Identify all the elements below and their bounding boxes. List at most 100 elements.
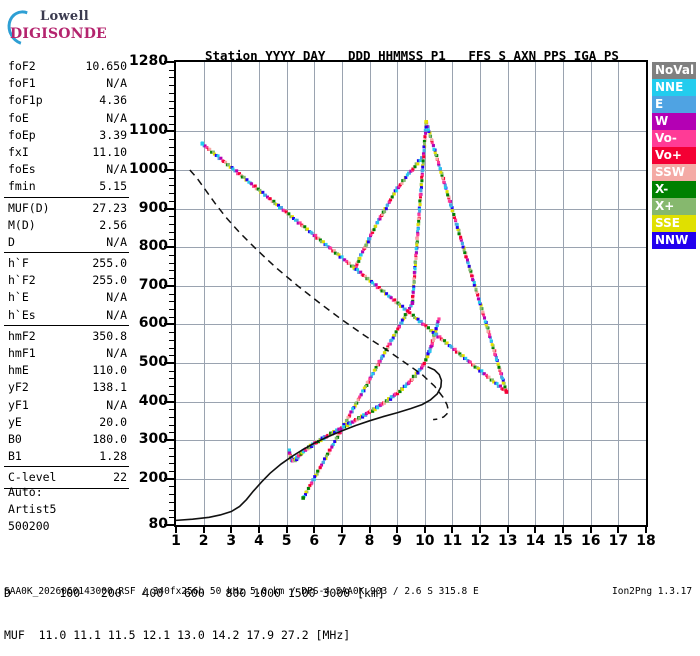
ionogram-plot-area[interactable] <box>174 60 648 527</box>
param-group-frequencies: foF2 10.650 foF1 N/A foF1p 4.36 foE N/A foEp… <box>4 58 129 196</box>
legend-item-vo-[interactable]: Vo- <box>652 130 696 147</box>
param-value: N/A <box>106 110 127 125</box>
x-axis-label: 11 <box>442 533 463 549</box>
legend-item-x-[interactable]: X- <box>652 181 696 198</box>
x-axis-label: 17 <box>608 533 629 549</box>
gridline-horizontal <box>176 131 646 133</box>
gridline-vertical <box>258 62 260 525</box>
x-axis-label: 3 <box>226 533 237 549</box>
gridline-horizontal <box>176 285 646 287</box>
autoscaling-info: Auto: Artist5 500200 <box>8 484 56 536</box>
x-tick-major <box>396 526 399 533</box>
param-row: fmin 5.15 <box>4 178 129 195</box>
param-key: yF1 <box>8 397 29 412</box>
param-row: h`F 255.0 <box>4 255 129 272</box>
x-tick-major <box>562 526 565 533</box>
x-tick-major <box>506 526 509 533</box>
param-key: foF2 <box>8 59 36 73</box>
param-key: MUF(D) <box>8 200 50 215</box>
param-value: N/A <box>106 397 127 412</box>
x-tick-major <box>423 526 426 533</box>
x-axis-label: 2 <box>198 533 209 549</box>
param-value: 1.28 <box>99 449 127 464</box>
gridline-vertical <box>535 62 537 525</box>
param-key: h`F2 <box>8 273 36 288</box>
param-group-clevel: C-level 22 <box>4 469 129 486</box>
auto-algorithm: Artist5 <box>8 502 57 517</box>
param-key: h`F <box>8 256 29 271</box>
footer-muf-row: MUF 11.0 11.1 11.5 12.1 13.0 14.2 17.9 2… <box>4 628 351 642</box>
legend-item-noval[interactable]: NoVal <box>652 62 696 79</box>
param-key: hmE <box>8 363 29 378</box>
x-tick-major <box>230 526 233 533</box>
y-tick-major <box>164 400 174 403</box>
gridline-vertical <box>286 62 288 525</box>
param-value: N/A <box>106 162 127 177</box>
ionogram-traces <box>176 120 509 522</box>
legend-item-vo-[interactable]: Vo+ <box>652 147 696 164</box>
x-tick-major <box>451 526 454 533</box>
gridline-horizontal <box>176 208 646 210</box>
gridline-horizontal <box>176 362 646 364</box>
param-value: N/A <box>106 307 127 322</box>
param-value: 110.0 <box>92 363 127 378</box>
param-key: M(D) <box>8 217 36 232</box>
legend-item-nne[interactable]: NNE <box>652 79 696 96</box>
param-key: yE <box>8 414 22 429</box>
series-4 <box>176 366 443 522</box>
param-key: h`Es <box>8 307 36 322</box>
distance-muf-footer: D 100 200 400 600 800 1000 1500 3000 [km… <box>4 558 385 656</box>
x-axis-label: 16 <box>580 533 601 549</box>
legend-item-nnw[interactable]: NNW <box>652 232 696 249</box>
logo-digisonde-text: DIGISONDE <box>10 26 107 42</box>
x-axis-label: 5 <box>281 533 292 549</box>
x-tick-major <box>175 526 177 533</box>
x-tick-major <box>202 526 205 533</box>
gridline-horizontal <box>176 440 646 442</box>
param-value: 27.23 <box>92 200 127 215</box>
param-value: 10.650 <box>85 59 127 73</box>
param-key: foF1p <box>8 93 43 108</box>
param-divider <box>4 324 129 326</box>
legend-item-ssw[interactable]: SSW <box>652 164 696 181</box>
param-key: fxI <box>8 144 29 159</box>
x-tick-major <box>257 526 260 533</box>
y-tick-major <box>164 246 174 249</box>
x-axis-label: 15 <box>553 533 573 549</box>
param-row: yF2 138.1 <box>4 379 129 396</box>
legend-item-x-[interactable]: X+ <box>652 198 696 215</box>
param-row: foF1 N/A <box>4 75 129 92</box>
param-key: D <box>8 234 15 249</box>
gridline-horizontal <box>176 401 646 403</box>
y-tick-major <box>164 361 174 364</box>
x-axis-label: 14 <box>525 533 546 549</box>
gridline-vertical <box>590 62 592 525</box>
param-value: 138.1 <box>92 380 127 395</box>
legend-item-e[interactable]: E <box>652 96 696 113</box>
param-group-profile: hmF2 350.8 hmF1 N/A hmE 110.0 yF2 138.1 yF1 N… <box>4 328 129 466</box>
param-row: M(D) 2.56 <box>4 217 129 234</box>
param-key: foF1 <box>8 76 36 91</box>
gridline-vertical <box>452 62 454 525</box>
x-axis-label: 1 <box>171 533 181 549</box>
gridline-vertical <box>563 62 565 525</box>
param-value: 180.0 <box>92 431 127 446</box>
ionospheric-parameters-table: foF2 10.650 foF1 N/A foF1p 4.36 foE N/A foEp… <box>4 58 129 491</box>
param-group-muf: MUF(D) 27.23 M(D) 2.56 D N/A <box>4 200 129 252</box>
legend-item-sse[interactable]: SSE <box>652 215 696 232</box>
param-value: 350.8 <box>92 328 127 343</box>
param-row: foEp 3.39 <box>4 127 129 144</box>
x-axis-label: 12 <box>470 533 490 549</box>
x-tick-major <box>479 526 482 533</box>
x-axis-label: 13 <box>498 533 518 549</box>
param-key: hmF1 <box>8 346 36 360</box>
y-tick-major <box>164 477 174 480</box>
param-value: 3.39 <box>99 127 127 142</box>
legend-item-w[interactable]: W <box>652 113 696 130</box>
param-key: fmin <box>8 179 36 194</box>
y-tick-major <box>164 284 174 287</box>
auto-code: 500200 <box>8 519 50 534</box>
auto-label: Auto: <box>8 485 43 499</box>
param-row: h`F2 255.0 <box>4 272 129 289</box>
param-key: B0 <box>8 431 22 446</box>
